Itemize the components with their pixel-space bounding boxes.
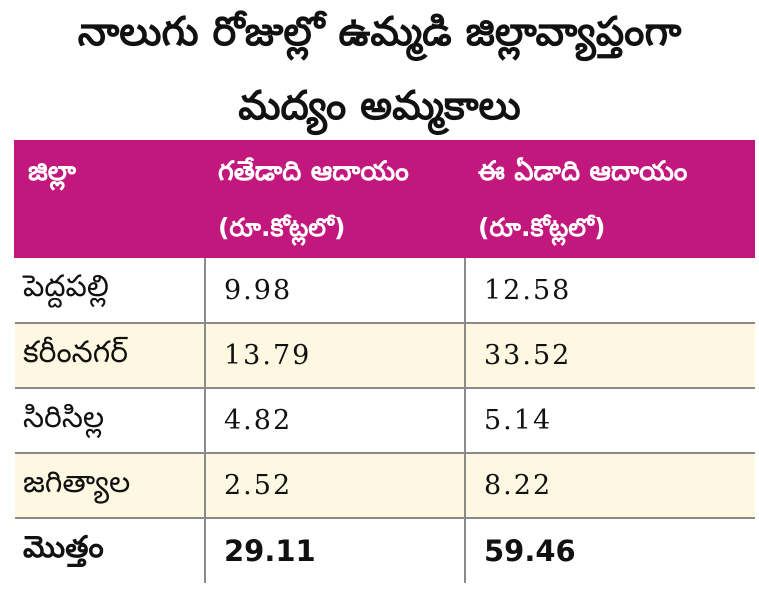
table-header-row: జిల్లా గతేడాది ఆదాయం (రూ.కోట్లలో) ఈ ఏడాద… [14,140,755,258]
total-last-year: 29.11 [204,518,465,583]
header-this-year: ఈ ఏడాది ఆదాయం (రూ.కోట్లలో) [464,140,755,258]
this-year-cell: 12.58 [464,258,755,324]
header-this-year-unit: (రూ.కోట్లలో) [478,213,606,242]
header-district: జిల్లా [14,140,205,258]
table-row: పెద్దపల్లి 9.98 12.58 [15,258,755,324]
header-district-label: జిల్లా [28,156,77,187]
district-cell: కరీంనగర్ [15,323,205,389]
last-year-cell: 9.98 [204,258,465,324]
page-subtitle: మద్యం అమ్మకాలు [238,83,521,129]
district-cell: జగిత్యాల [15,453,205,519]
total-this-year: 59.46 [464,518,755,583]
table-row: కరీంనగర్ 13.79 33.52 [15,323,755,389]
header-this-year-label: ఈ ఏడాది ఆదాయం [478,156,688,187]
header-last-year-unit: (రూ.కోట్లలో) [218,213,346,242]
total-row: మొత్తం 29.11 59.46 [15,518,755,583]
this-year-cell: 33.52 [464,323,755,389]
this-year-cell: 5.14 [464,388,755,454]
header-last-year-label: గతేడాది ఆదాయం [218,156,409,187]
last-year-cell: 2.52 [204,453,465,519]
table-row: సిరిసిల్ల 4.82 5.14 [15,388,755,454]
this-year-cell: 8.22 [464,453,755,519]
total-label: మొత్తం [23,530,104,565]
last-year-cell: 4.82 [204,388,465,454]
liquor-sales-table: జిల్లా గతేడాది ఆదాయం (రూ.కోట్లలో) ఈ ఏడాద… [14,140,755,583]
table-row: జగిత్యాల 2.52 8.22 [15,453,755,519]
page-title: నాలుగు రోజుల్లో ఉమ్మడి జిల్లావ్యాప్తంగా [77,9,682,55]
header-last-year: గతేడాది ఆదాయం (రూ.కోట్లలో) [204,140,465,258]
last-year-cell: 13.79 [204,323,465,389]
district-cell: సిరిసిల్ల [15,388,205,454]
district-cell: పెద్దపల్లి [15,258,205,324]
